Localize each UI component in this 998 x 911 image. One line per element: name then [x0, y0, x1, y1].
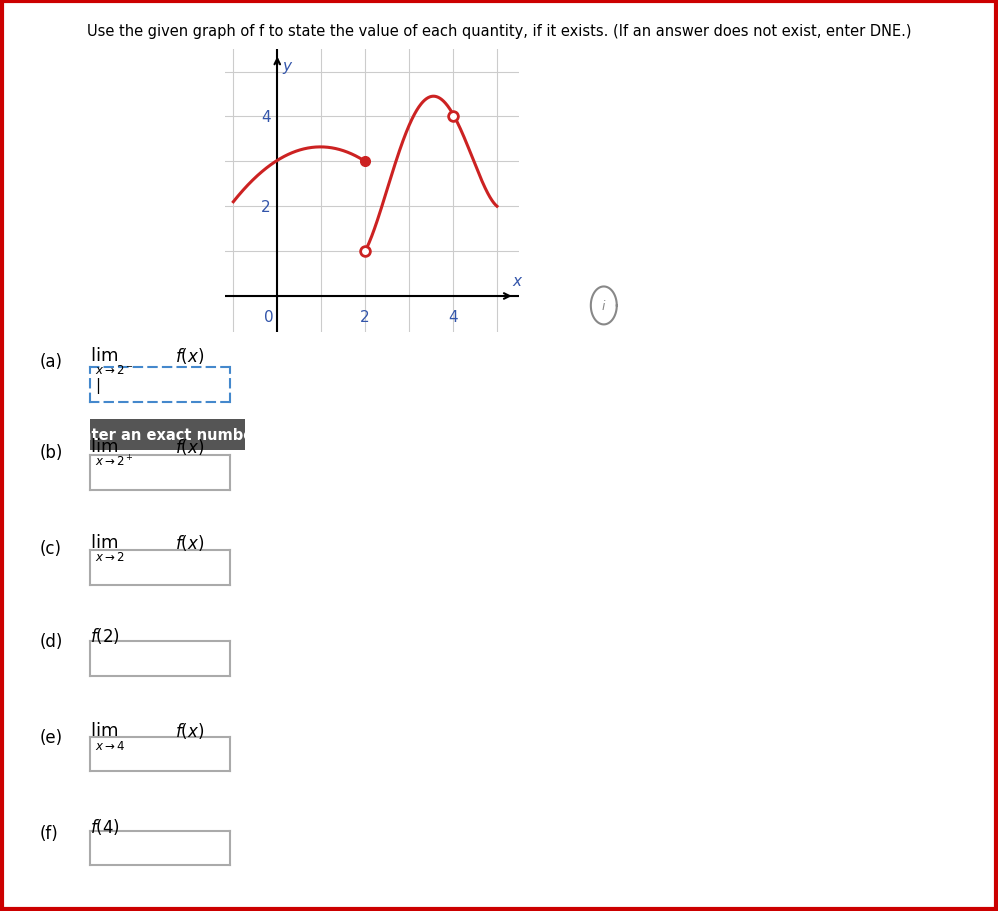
Text: (d): (d): [40, 632, 63, 650]
Text: (e): (e): [40, 728, 63, 746]
Text: $x \to 2^+$: $x \to 2^+$: [95, 454, 134, 468]
Text: 2: 2: [360, 310, 370, 324]
Text: $f(4)$: $f(4)$: [90, 816, 120, 836]
Text: Enter an exact number.: Enter an exact number.: [71, 427, 263, 443]
Text: x: x: [512, 273, 521, 289]
Text: 4: 4: [261, 110, 270, 125]
Text: $\lim$: $\lim$: [90, 346, 118, 364]
Text: |: |: [96, 377, 101, 394]
Text: $\lim$: $\lim$: [90, 533, 118, 551]
Text: $f(2)$: $f(2)$: [90, 625, 120, 645]
Text: i: i: [602, 300, 606, 312]
Text: $\lim$: $\lim$: [90, 437, 118, 456]
Text: $f(x)$: $f(x)$: [175, 721, 204, 741]
Text: $f(x)$: $f(x)$: [175, 436, 204, 456]
Text: $x \to 2^-$: $x \to 2^-$: [95, 363, 134, 376]
Text: y: y: [282, 59, 291, 74]
Text: $x \to 2$: $x \to 2$: [95, 550, 125, 563]
Text: 0: 0: [264, 310, 273, 324]
Text: Use the given graph of f to state the value of each quantity, if it exists. (If : Use the given graph of f to state the va…: [87, 24, 911, 38]
Text: (b): (b): [40, 444, 63, 462]
Text: (f): (f): [40, 824, 59, 842]
Text: $\lim$: $\lim$: [90, 722, 118, 740]
Text: (c): (c): [40, 539, 62, 558]
Text: $f(x)$: $f(x)$: [175, 345, 204, 365]
Text: 4: 4: [448, 310, 458, 324]
Text: 2: 2: [261, 200, 270, 214]
Text: $x \to 4$: $x \to 4$: [95, 739, 126, 752]
Text: $f(x)$: $f(x)$: [175, 532, 204, 552]
Text: (a): (a): [40, 353, 63, 371]
